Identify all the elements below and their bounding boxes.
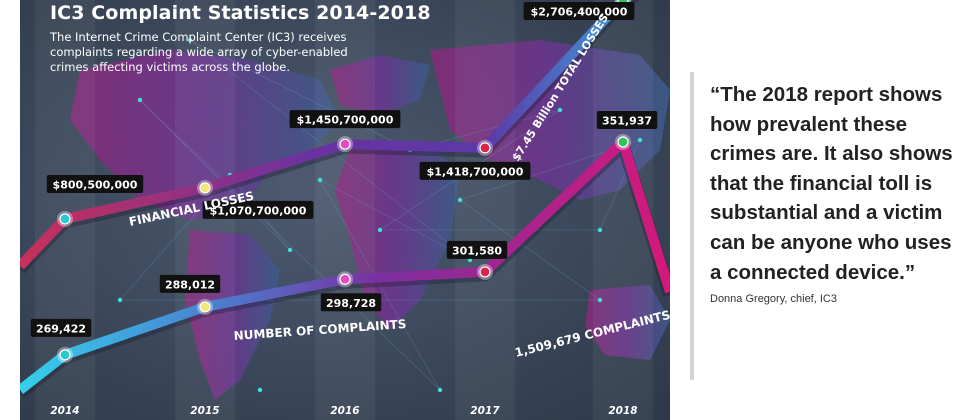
complaints-label-2015-text: 288,012 [165, 278, 215, 291]
complaints-point-2017 [479, 266, 491, 278]
complaints-label-2016-text: 298,728 [326, 297, 376, 310]
vertical-gridlines [35, 0, 653, 420]
financial-losses-label-2018-text: $2,706,400,000 [531, 6, 628, 19]
financial-losses-label-2018-box [523, 2, 635, 20]
financial-losses-label-2016-box [289, 110, 401, 129]
chart-subtitle: The Internet Crime Complaint Center (IC3… [50, 30, 348, 74]
network-node [597, 227, 603, 233]
financial-losses-label-2018: $2,706,400,000 [523, 2, 635, 20]
network-link [319, 179, 471, 261]
x-axis: 2014 2015 2016 2017 2018 [50, 405, 637, 417]
financial-losses-label-2016: $1,450,700,000 [289, 110, 401, 129]
network-node [377, 227, 383, 233]
x-tick-label-2015: 2015 [190, 405, 219, 417]
network-node [257, 387, 263, 393]
financial-losses-label-2017-text: $1,418,700,000 [427, 165, 524, 178]
financial-losses-point-2016 [339, 138, 351, 150]
network-node [187, 37, 193, 43]
x-tick-label-2018: 2018 [608, 405, 637, 417]
financial-losses-label-2014-box [46, 174, 144, 193]
network-node [457, 197, 463, 203]
complaints-label-2016-box [320, 293, 382, 312]
x-tick-label-2016: 2016 [330, 405, 359, 417]
financial-losses-label-2016-text: $1,450,700,000 [297, 114, 394, 127]
network-node [637, 137, 643, 143]
complaints-label-2018: 351,937 [596, 111, 658, 130]
infographic-chart: $800,500,000 $1,070,700,000 $1,450,700,000… [20, 0, 670, 420]
network-node [317, 177, 323, 183]
complaints-label-2017: 301,580 [446, 240, 508, 259]
complaints-label-2015: 288,012 [159, 274, 221, 293]
network-link [139, 99, 441, 391]
network-node [117, 297, 123, 303]
network-node [597, 297, 603, 303]
data-label-layer: $800,500,000 $1,070,700,000 $1,450,700,000… [30, 2, 658, 337]
network-link [459, 199, 601, 301]
complaints-point-2018 [617, 136, 629, 148]
complaints-label-2016: 298,728 [320, 293, 382, 312]
network-decoration [117, 37, 643, 393]
financial-losses-label-2017-box [419, 161, 531, 180]
network-node [557, 107, 563, 113]
complaints-label-2017-box [446, 240, 508, 259]
complaints-label-2017-text: 301,580 [452, 244, 502, 257]
x-tick-label-2014: 2014 [50, 405, 79, 417]
quote-panel: “The 2018 report shows how prevalent the… [690, 72, 960, 380]
chart-title: IC3 Complaint Statistics 2014-2018 [50, 2, 431, 24]
network-link [189, 39, 411, 151]
financial-losses-point-2014 [59, 213, 71, 225]
network-node [137, 97, 143, 103]
financial-losses-point-2017 [479, 142, 491, 154]
grid-column-2017 [455, 0, 515, 420]
financial-losses-label-2014-text: $800,500,000 [53, 178, 138, 191]
financial-losses-label-2017: $1,418,700,000 [419, 161, 531, 180]
financial-losses-point-2015 [199, 182, 211, 194]
network-node [437, 387, 443, 393]
complaints-label-2014-box [30, 318, 92, 337]
quote-text: “The 2018 report shows how prevalent the… [710, 83, 953, 284]
financial-losses-label-2015: $1,070,700,000 [202, 200, 314, 219]
network-node [287, 247, 293, 253]
network-link [139, 99, 291, 251]
complaints-label-2018-text: 351,937 [602, 115, 652, 128]
complaints-point-2016 [339, 273, 351, 285]
complaints-label-2014-text: 269,422 [36, 322, 86, 335]
financial-losses-label-2015-text: $1,070,700,000 [210, 204, 307, 217]
complaints-label-2015-box [159, 274, 221, 293]
network-link [319, 179, 441, 391]
complaints-point-2014 [59, 349, 71, 361]
network-link [599, 139, 641, 231]
complaints-label-2018-box [596, 111, 658, 130]
financial-losses-label-2014: $800,500,000 [46, 174, 144, 193]
chart-canvas: $800,500,000 $1,070,700,000 $1,450,700,000… [20, 0, 670, 420]
financial-losses-label-2015-box [202, 200, 314, 219]
x-tick-label-2017: 2017 [470, 405, 500, 417]
complaints-point-2015 [199, 301, 211, 313]
grid-column-2016 [315, 0, 375, 420]
complaints-label-2014: 269,422 [30, 318, 92, 337]
network-link [119, 174, 231, 301]
quote-attribution: Donna Gregory, chief, IC3 [710, 293, 837, 306]
